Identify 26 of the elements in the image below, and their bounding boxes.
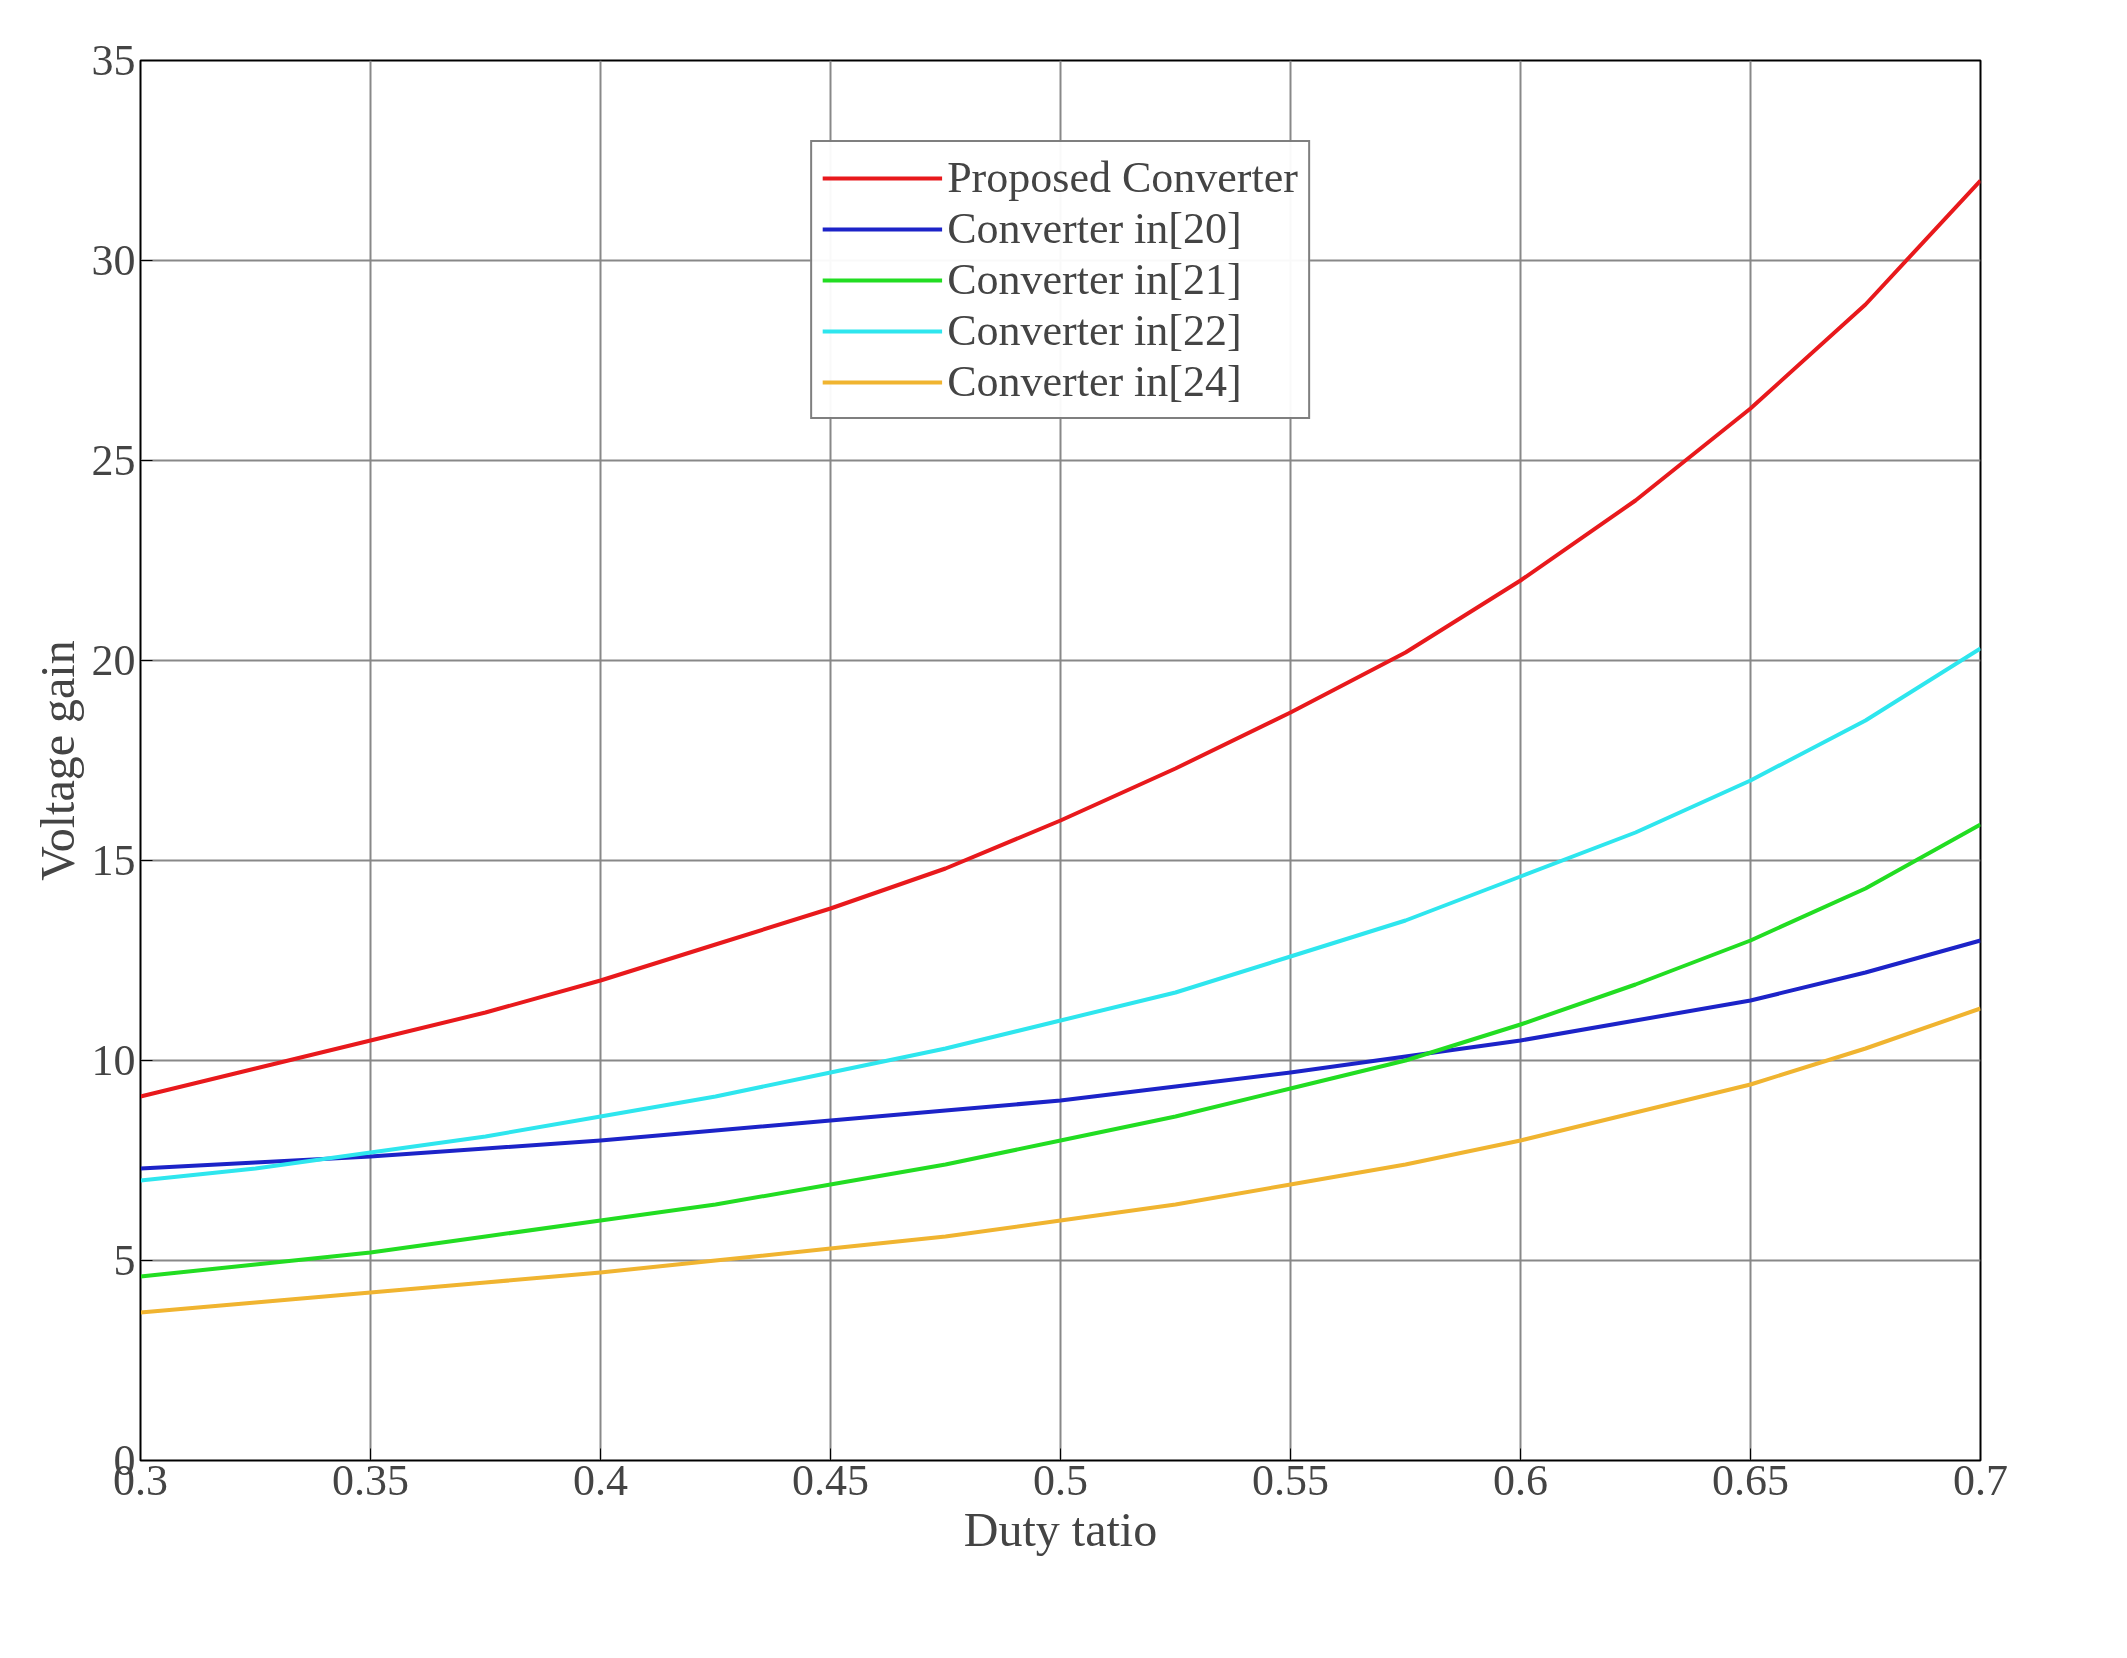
x-tick-label: 0.4: [573, 1455, 628, 1505]
x-tick-label: 0.6: [1493, 1455, 1548, 1505]
x-tick-label: 0.5: [1033, 1455, 1088, 1505]
y-tick-label: 10: [91, 1036, 136, 1085]
y-tick-label: 20: [91, 636, 136, 685]
x-tick-label: 0.45: [792, 1455, 869, 1505]
line-series: [140, 646, 1981, 1183]
legend-label: Converter in[22]: [947, 305, 1242, 356]
legend-label: Converter in[24]: [947, 356, 1242, 407]
line-series: [140, 938, 1981, 1171]
x-tick-label: 0.7: [1953, 1455, 2008, 1505]
y-tick-label: 35: [91, 36, 136, 85]
y-axis-title: Voltage gain: [30, 640, 84, 881]
y-tick-label: 25: [91, 436, 136, 485]
line-series: [140, 822, 1981, 1279]
legend-label: Proposed Converter: [947, 152, 1298, 203]
x-tick-label: 0.65: [1712, 1455, 1789, 1505]
x-tick-label: 0.55: [1252, 1455, 1329, 1505]
line-series: [140, 1006, 1981, 1315]
x-tick-label: 0.35: [332, 1455, 409, 1505]
x-axis-title: Duty tatio: [963, 1502, 1158, 1556]
y-tick-label: 15: [91, 836, 136, 885]
legend-label: Converter in[20]: [947, 203, 1242, 254]
legend-label: Converter in[21]: [947, 254, 1242, 305]
y-tick-label: 5: [113, 1236, 136, 1285]
y-tick-label: 30: [91, 236, 136, 285]
